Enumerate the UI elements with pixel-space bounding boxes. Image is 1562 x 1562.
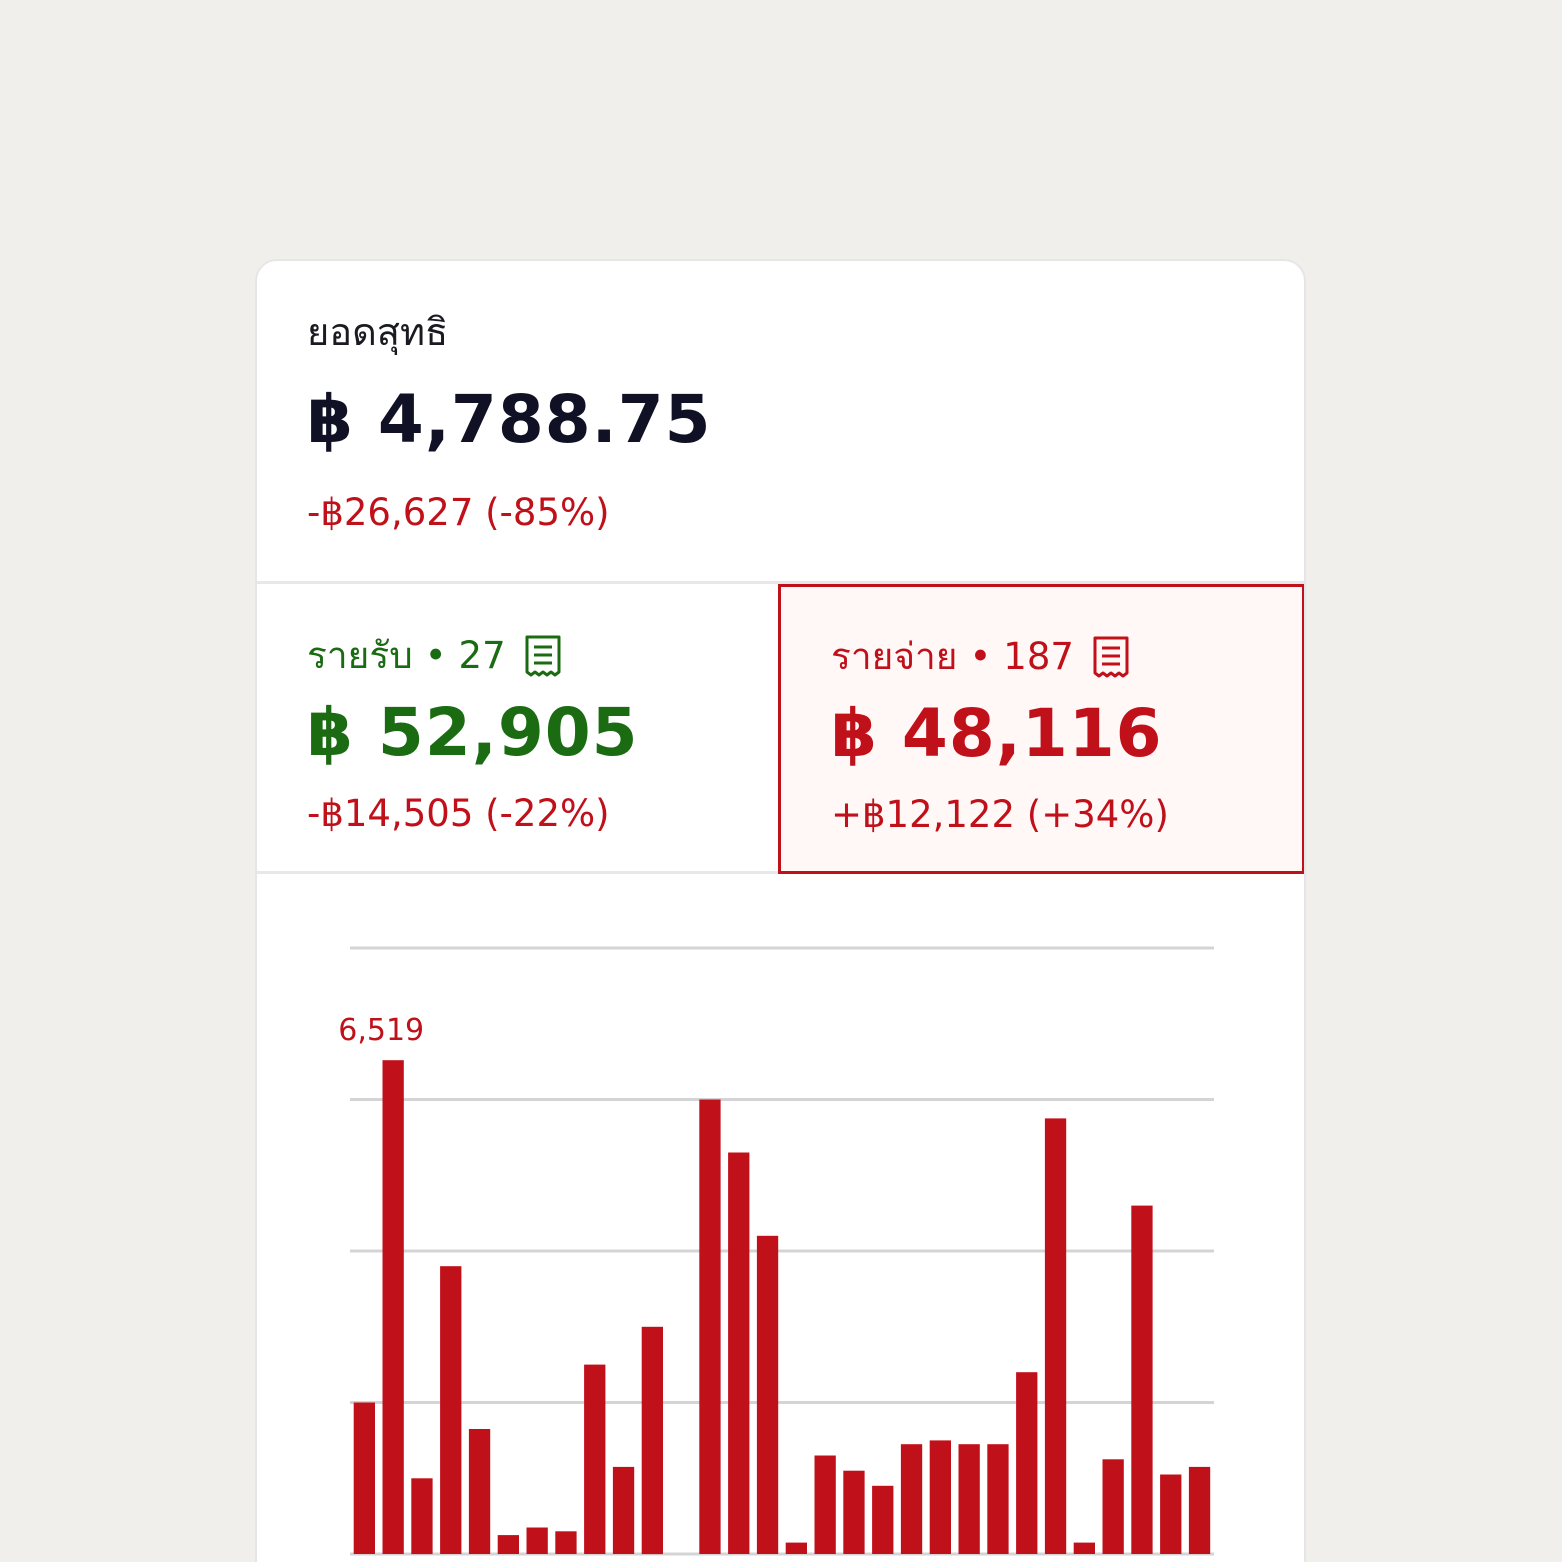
income-tile[interactable]: รายรับ • 27 ฿ 52,905 -฿14,505 (-22%): [257, 584, 779, 874]
chart-bar[interactable]: [814, 1455, 836, 1555]
expense-separator: •: [969, 635, 992, 678]
chart-bar[interactable]: [900, 1444, 923, 1554]
receipt-icon: [1093, 636, 1129, 677]
chart-svg: 6,519: [338, 946, 1214, 1556]
chart-bar[interactable]: [843, 1470, 865, 1554]
expense-value: ฿ 48,116: [831, 695, 1163, 772]
net-label: ยอดสุทธิ: [307, 310, 449, 354]
income-header: รายรับ • 27: [307, 626, 562, 685]
chart-bar[interactable]: [1188, 1466, 1211, 1554]
chart-bar[interactable]: [728, 1152, 750, 1555]
income-separator: •: [424, 634, 447, 677]
chart-bar[interactable]: [1131, 1205, 1153, 1554]
income-value: ฿ 52,905: [307, 694, 639, 771]
expense-label: รายจ่าย: [831, 635, 958, 678]
expense-count: 187: [1003, 635, 1074, 678]
net-change: -฿26,627 (-85%): [307, 491, 610, 534]
chart-bar[interactable]: [1160, 1474, 1182, 1555]
chart-bar[interactable]: [555, 1531, 577, 1554]
summary-card: ยอดสุทธิ ฿ 4,788.75 -฿26,627 (-85%) รายร…: [255, 259, 1306, 1562]
chart-bar[interactable]: [958, 1444, 980, 1554]
income-label: รายรับ: [307, 634, 413, 677]
receipt-icon: [525, 635, 561, 676]
chart-bar[interactable]: [756, 1235, 779, 1554]
chart-bar[interactable]: [1073, 1542, 1095, 1554]
chart-bar[interactable]: [440, 1266, 462, 1554]
net-value: ฿ 4,788.75: [307, 381, 712, 458]
chart-bar[interactable]: [468, 1429, 491, 1554]
chart-bar[interactable]: [411, 1478, 433, 1555]
chart-bar[interactable]: [612, 1466, 635, 1554]
income-count: 27: [458, 634, 506, 677]
chart-bar[interactable]: [987, 1444, 1009, 1554]
income-change: -฿14,505 (-22%): [307, 792, 610, 835]
chart-bar[interactable]: [584, 1364, 606, 1554]
chart-bar[interactable]: [699, 1099, 721, 1555]
chart-bar[interactable]: [497, 1535, 519, 1554]
chart-bar[interactable]: [929, 1440, 951, 1554]
chart-bar[interactable]: [353, 1402, 375, 1555]
net-summary: ยอดสุทธิ ฿ 4,788.75 -฿26,627 (-85%): [257, 261, 1304, 584]
chart-bar[interactable]: [1044, 1118, 1067, 1554]
chart-bar[interactable]: [382, 1060, 404, 1554]
expense-header: รายจ่าย • 187: [831, 627, 1130, 686]
expense-change: +฿12,122 (+34%): [831, 793, 1169, 836]
chart-bar[interactable]: [526, 1527, 548, 1555]
expense-bar-chart: 6,519: [257, 874, 1304, 1562]
chart-bar[interactable]: [1016, 1372, 1038, 1554]
max-value-label: 6,519: [338, 1013, 424, 1048]
chart-bar[interactable]: [785, 1542, 807, 1554]
chart-bar[interactable]: [872, 1485, 894, 1554]
chart-bar[interactable]: [1102, 1459, 1124, 1554]
chart-bar[interactable]: [641, 1326, 663, 1555]
expense-tile[interactable]: รายจ่าย • 187 ฿ 48,116 +฿12,122 (+34%): [778, 584, 1304, 874]
